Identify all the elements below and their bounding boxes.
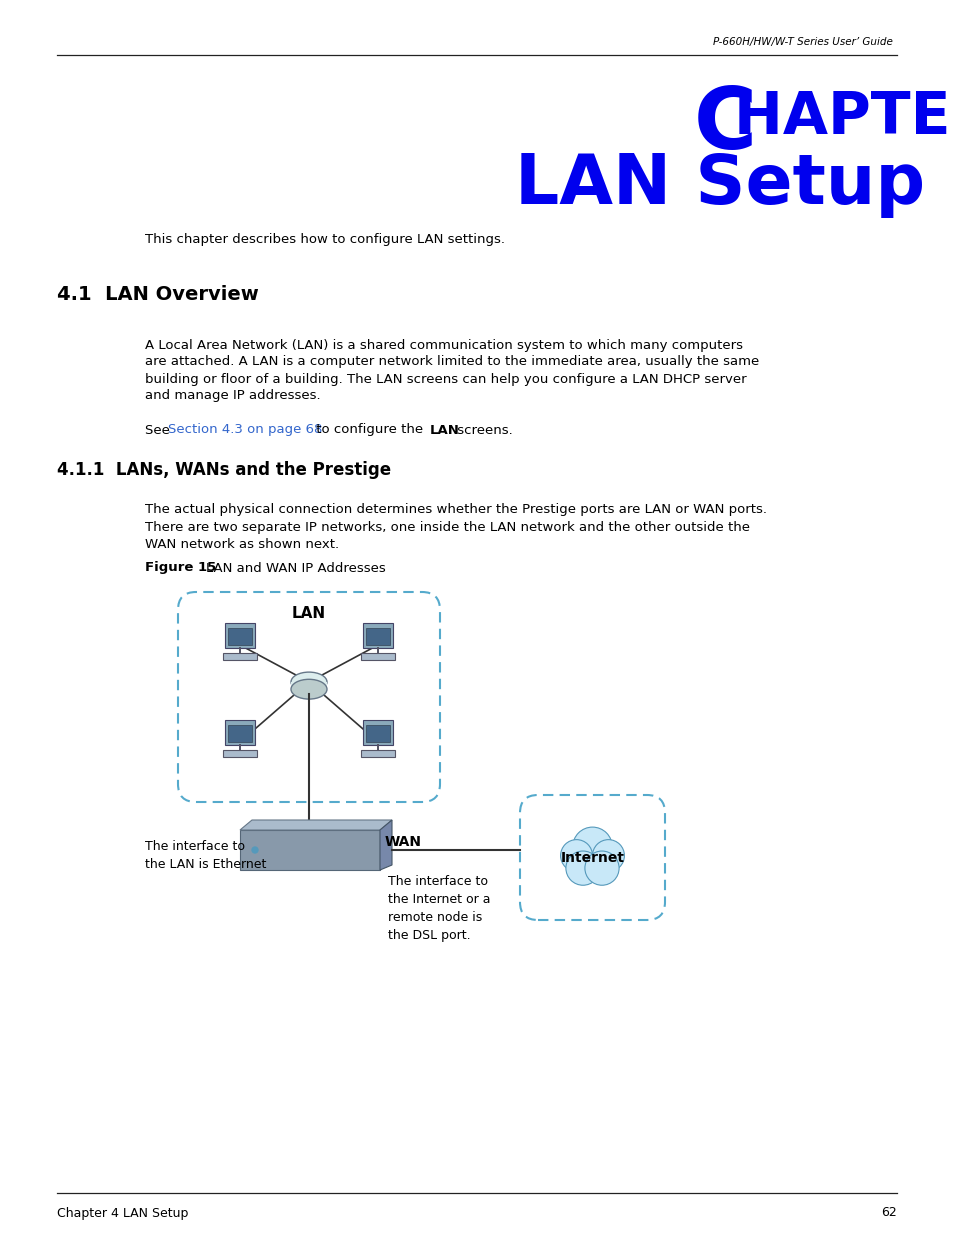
FancyBboxPatch shape (362, 624, 393, 648)
Text: There are two separate IP networks, one inside the LAN network and the other out: There are two separate IP networks, one … (145, 520, 749, 534)
Ellipse shape (291, 672, 327, 692)
Bar (223, 750, 256, 757)
Text: The actual physical connection determines whether the Prestige ports are LAN or : The actual physical connection determine… (145, 504, 766, 516)
FancyBboxPatch shape (362, 720, 393, 745)
Circle shape (584, 851, 618, 885)
Bar (366, 629, 390, 645)
Bar (291, 682, 327, 689)
Text: Chapter 4 LAN Setup: Chapter 4 LAN Setup (57, 1207, 188, 1219)
Polygon shape (379, 820, 392, 869)
Text: Figure 15: Figure 15 (145, 562, 216, 574)
Text: to configure the: to configure the (312, 424, 427, 436)
Text: The interface to
the LAN is Ethernet: The interface to the LAN is Ethernet (145, 840, 266, 871)
Text: Internet: Internet (560, 851, 624, 864)
Text: P-660H/HW/W-T Series User’ Guide: P-660H/HW/W-T Series User’ Guide (713, 37, 892, 47)
Text: screens.: screens. (453, 424, 512, 436)
Circle shape (592, 840, 624, 872)
Text: LAN and WAN IP Addresses: LAN and WAN IP Addresses (206, 562, 385, 574)
Text: This chapter describes how to configure LAN settings.: This chapter describes how to configure … (145, 233, 504, 247)
Ellipse shape (291, 679, 327, 699)
Text: Section 4.3 on page 68: Section 4.3 on page 68 (168, 424, 322, 436)
Polygon shape (240, 830, 379, 869)
Text: LAN: LAN (430, 424, 459, 436)
Text: HAPTER 4: HAPTER 4 (733, 89, 953, 146)
Bar (360, 653, 395, 659)
Text: 4.1.1  LANs, WANs and the Prestige: 4.1.1 LANs, WANs and the Prestige (57, 461, 391, 479)
Text: are attached. A LAN is a computer network limited to the immediate area, usually: are attached. A LAN is a computer networ… (145, 356, 759, 368)
Circle shape (560, 840, 592, 872)
Text: LAN: LAN (292, 606, 326, 621)
Circle shape (252, 847, 257, 853)
Text: building or floor of a building. The LAN screens can help you configure a LAN DH: building or floor of a building. The LAN… (145, 373, 746, 385)
Bar (360, 750, 395, 757)
Text: C: C (693, 84, 757, 167)
Bar (228, 629, 252, 645)
Text: The interface to
the Internet or a
remote node is
the DSL port.: The interface to the Internet or a remot… (388, 876, 490, 942)
Text: A Local Area Network (LAN) is a shared communication system to which many comput: A Local Area Network (LAN) is a shared c… (145, 338, 742, 352)
Circle shape (565, 851, 599, 885)
Text: WAN network as shown next.: WAN network as shown next. (145, 537, 338, 551)
Bar (366, 725, 390, 742)
Text: 62: 62 (881, 1207, 896, 1219)
FancyBboxPatch shape (225, 624, 255, 648)
Circle shape (572, 827, 612, 867)
Text: See: See (145, 424, 174, 436)
Bar (228, 725, 252, 742)
Bar (223, 653, 256, 659)
Polygon shape (240, 820, 392, 830)
FancyBboxPatch shape (225, 720, 255, 745)
Text: WAN: WAN (385, 835, 421, 848)
Text: LAN Setup: LAN Setup (515, 152, 924, 219)
Text: and manage IP addresses.: and manage IP addresses. (145, 389, 320, 403)
Text: 4.1  LAN Overview: 4.1 LAN Overview (57, 285, 258, 305)
